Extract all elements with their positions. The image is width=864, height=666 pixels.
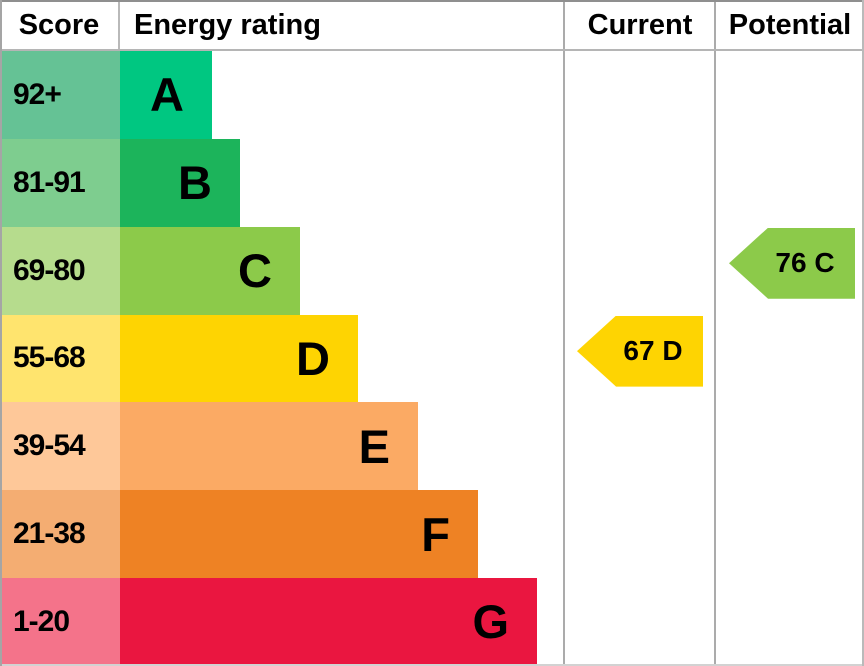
band-bar-c: C bbox=[120, 226, 300, 315]
band-bar-f: F bbox=[120, 490, 478, 579]
header-potential: Potential bbox=[728, 9, 852, 41]
band-row-e: 39-54 E bbox=[0, 402, 864, 491]
band-score-range: 81-91 bbox=[0, 138, 120, 227]
potential-rating-label: 76 C bbox=[775, 247, 835, 279]
band-letter: A bbox=[150, 68, 184, 122]
band-row-b: 81-91 B bbox=[0, 138, 864, 227]
band-letter: B bbox=[178, 156, 212, 210]
band-letter: G bbox=[472, 595, 509, 649]
potential-column-divider bbox=[714, 0, 716, 666]
band-letter: E bbox=[358, 419, 390, 473]
band-bar-e: E bbox=[120, 402, 418, 491]
table-bottom-border bbox=[0, 664, 864, 666]
band-bar-b: B bbox=[120, 138, 240, 227]
table-top-border bbox=[0, 0, 864, 2]
table-left-border bbox=[0, 0, 2, 666]
band-row-f: 21-38 F bbox=[0, 490, 864, 579]
potential-rating-arrow: 76 C bbox=[729, 227, 855, 299]
current-rating-label: 67 D bbox=[623, 335, 683, 367]
band-row-d: 55-68 D bbox=[0, 314, 864, 403]
band-score-range: 39-54 bbox=[0, 402, 120, 491]
band-score-range: 55-68 bbox=[0, 314, 120, 403]
band-letter: F bbox=[421, 507, 450, 561]
table-right-border bbox=[862, 0, 864, 666]
band-score-range: 1-20 bbox=[0, 578, 120, 666]
header-bottom-border bbox=[0, 49, 864, 51]
band-row-c: 69-80 C bbox=[0, 226, 864, 315]
band-score-range: 69-80 bbox=[0, 226, 120, 315]
band-letter: D bbox=[296, 331, 330, 385]
band-bar-g: G bbox=[120, 578, 537, 666]
band-rows: 92+ A 81-91 B 69-80 C 55-68 D 39-54 E 21… bbox=[0, 51, 864, 666]
current-column-divider bbox=[563, 0, 565, 666]
header-score: Score bbox=[0, 0, 120, 51]
header-current: Current bbox=[587, 9, 693, 41]
band-bar-d: D bbox=[120, 314, 358, 403]
band-letter: C bbox=[238, 244, 272, 298]
band-bar-a: A bbox=[120, 51, 212, 139]
band-score-range: 92+ bbox=[0, 51, 120, 139]
header-energy-rating: Energy rating bbox=[134, 9, 321, 41]
band-row-a: 92+ A bbox=[0, 51, 864, 139]
band-score-range: 21-38 bbox=[0, 490, 120, 579]
header-row: Score Energy rating Current Potential bbox=[0, 0, 864, 51]
band-row-g: 1-20 G bbox=[0, 578, 864, 666]
